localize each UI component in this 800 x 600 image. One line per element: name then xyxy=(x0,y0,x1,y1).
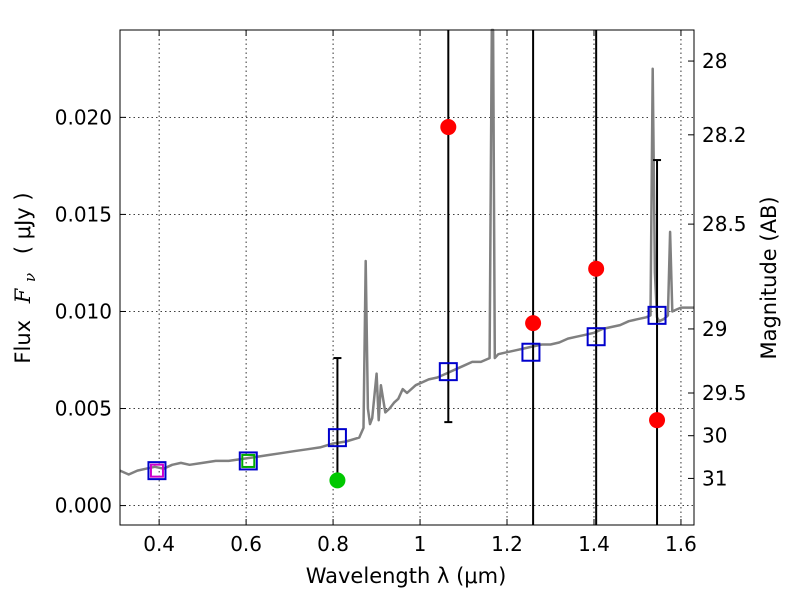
error-bars xyxy=(333,30,662,525)
inner-marker xyxy=(149,463,164,478)
x-tick-label: 1.6 xyxy=(665,532,697,556)
y2-tick-label: 28.2 xyxy=(702,123,747,147)
plot-frame xyxy=(119,29,695,526)
x-tick-label: 0.8 xyxy=(317,532,349,556)
detection-point xyxy=(329,472,346,489)
y-axis-label: Flux F ν ( μJy ) xyxy=(11,192,40,363)
upper-limit-point xyxy=(440,119,457,136)
spectrum-line xyxy=(119,28,694,476)
y-axis-label-subscript: ν xyxy=(21,273,39,282)
y2-tick-label: 29 xyxy=(702,317,727,341)
y-axis-label-symbol: F xyxy=(11,287,35,304)
x-tick-label: 1 xyxy=(414,532,427,556)
y-axis-label-unit: ( μJy ) xyxy=(11,192,35,254)
x-tick-label: 0.6 xyxy=(230,532,262,556)
axis-ticks xyxy=(120,30,694,525)
y2-tick-label: 28 xyxy=(702,49,727,73)
x-tick-label: 0.4 xyxy=(143,532,175,556)
y2-axis-label: Magnitude (AB) xyxy=(757,196,781,359)
y2-tick-label: 29.5 xyxy=(702,381,747,405)
y2-tick-label: 31 xyxy=(702,466,727,490)
x-tick-label: 1.4 xyxy=(578,532,610,556)
inner-marker xyxy=(241,453,256,468)
model-square xyxy=(521,342,541,362)
photometry-markers xyxy=(147,119,667,489)
y-tick-label: 0.020 xyxy=(55,105,112,129)
model-square xyxy=(147,461,167,481)
upper-limit-point xyxy=(649,412,666,429)
model-square xyxy=(327,428,347,448)
model-square xyxy=(438,362,458,382)
y-tick-label: 0.005 xyxy=(55,397,112,421)
y2-tick-label: 28.5 xyxy=(702,212,747,236)
model-square xyxy=(238,451,258,471)
model-square xyxy=(586,327,606,347)
x-axis-label: Wavelength λ (μm) xyxy=(306,564,507,588)
y-axis-label-text: Flux xyxy=(11,320,35,364)
y2-tick-label: 30 xyxy=(702,424,727,448)
x-tick-label: 1.2 xyxy=(491,532,523,556)
y-tick-label: 0.015 xyxy=(55,202,112,226)
upper-limit-point xyxy=(588,260,605,277)
model-square xyxy=(647,305,667,325)
grid-lines xyxy=(120,30,694,525)
tick-labels: 0.4 0.6 0.8 1 1.2 1.4 1.6 0.000 0.005 0.010 0.015 0… xyxy=(55,49,747,556)
y-tick-label: 0.010 xyxy=(55,299,112,323)
template-spectrum xyxy=(119,28,694,476)
y-tick-label: 0.000 xyxy=(55,494,112,518)
upper-limit-point xyxy=(525,315,542,332)
